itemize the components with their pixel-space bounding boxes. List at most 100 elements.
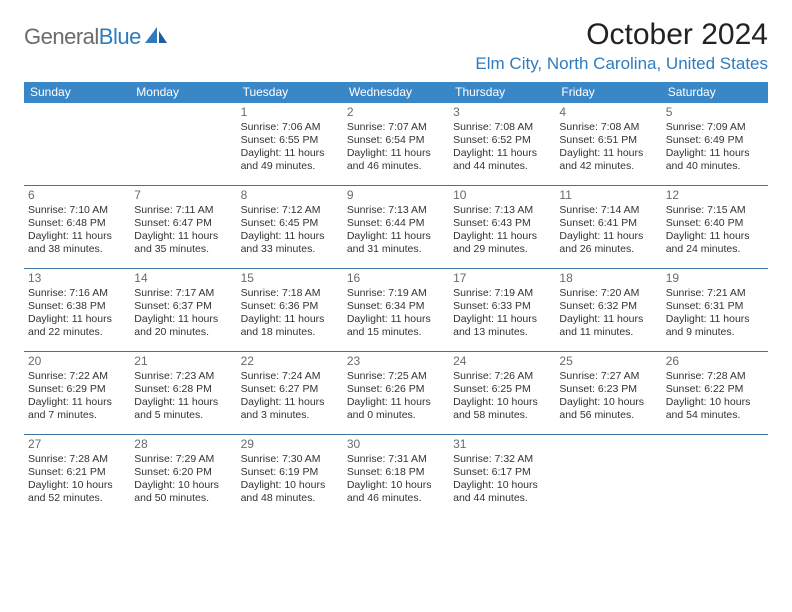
day-detail-line: and 38 minutes. xyxy=(28,243,126,256)
day-detail-line: Daylight: 10 hours xyxy=(453,396,551,409)
day-detail-line: Sunset: 6:40 PM xyxy=(666,217,764,230)
day-detail-line: Daylight: 11 hours xyxy=(559,230,657,243)
day-detail-line: Sunset: 6:37 PM xyxy=(134,300,232,313)
day-number: 24 xyxy=(453,354,551,369)
calendar-day-cell: 2Sunrise: 7:07 AMSunset: 6:54 PMDaylight… xyxy=(343,103,449,185)
day-detail-line: Daylight: 11 hours xyxy=(134,396,232,409)
day-detail-line: and 5 minutes. xyxy=(134,409,232,422)
day-detail-line: and 11 minutes. xyxy=(559,326,657,339)
day-detail-line: Sunset: 6:31 PM xyxy=(666,300,764,313)
day-number: 19 xyxy=(666,271,764,286)
day-detail-line: and 46 minutes. xyxy=(347,160,445,173)
day-detail-line: and 26 minutes. xyxy=(559,243,657,256)
weekday-header: Monday xyxy=(130,82,236,103)
day-detail-line: and 48 minutes. xyxy=(241,492,339,505)
day-detail-line: Sunset: 6:51 PM xyxy=(559,134,657,147)
day-number: 20 xyxy=(28,354,126,369)
day-detail-line: Daylight: 11 hours xyxy=(28,396,126,409)
calendar-day-cell: 30Sunrise: 7:31 AMSunset: 6:18 PMDayligh… xyxy=(343,435,449,517)
calendar: SundayMondayTuesdayWednesdayThursdayFrid… xyxy=(24,82,768,517)
day-detail-line: Sunset: 6:20 PM xyxy=(134,466,232,479)
day-detail-line: Sunset: 6:52 PM xyxy=(453,134,551,147)
day-detail-line: Daylight: 10 hours xyxy=(559,396,657,409)
calendar-day-cell: 19Sunrise: 7:21 AMSunset: 6:31 PMDayligh… xyxy=(662,269,768,351)
day-detail-line: Daylight: 10 hours xyxy=(28,479,126,492)
day-detail-line: Sunrise: 7:21 AM xyxy=(666,287,764,300)
calendar-day-cell: 14Sunrise: 7:17 AMSunset: 6:37 PMDayligh… xyxy=(130,269,236,351)
day-detail-line: and 44 minutes. xyxy=(453,160,551,173)
calendar-day-cell: 11Sunrise: 7:14 AMSunset: 6:41 PMDayligh… xyxy=(555,186,661,268)
day-detail-line: Daylight: 11 hours xyxy=(347,147,445,160)
day-detail-line: and 40 minutes. xyxy=(666,160,764,173)
weekday-header: Sunday xyxy=(24,82,130,103)
day-detail-line: Daylight: 11 hours xyxy=(28,230,126,243)
day-number: 4 xyxy=(559,105,657,120)
day-detail-line: and 42 minutes. xyxy=(559,160,657,173)
day-detail-line: Daylight: 10 hours xyxy=(241,479,339,492)
day-detail-line: Daylight: 10 hours xyxy=(666,396,764,409)
calendar-day-cell: 29Sunrise: 7:30 AMSunset: 6:19 PMDayligh… xyxy=(237,435,343,517)
day-detail-line: Daylight: 10 hours xyxy=(347,479,445,492)
day-number: 31 xyxy=(453,437,551,452)
day-detail-line: and 50 minutes. xyxy=(134,492,232,505)
day-detail-line: Daylight: 11 hours xyxy=(666,313,764,326)
calendar-day-cell: 5Sunrise: 7:09 AMSunset: 6:49 PMDaylight… xyxy=(662,103,768,185)
day-detail-line: Sunrise: 7:07 AM xyxy=(347,121,445,134)
month-title: October 2024 xyxy=(475,18,768,52)
day-detail-line: Sunrise: 7:19 AM xyxy=(453,287,551,300)
day-detail-line: Sunset: 6:26 PM xyxy=(347,383,445,396)
day-detail-line: Sunrise: 7:15 AM xyxy=(666,204,764,217)
calendar-week-row: 1Sunrise: 7:06 AMSunset: 6:55 PMDaylight… xyxy=(24,103,768,186)
day-detail-line: Sunrise: 7:08 AM xyxy=(453,121,551,134)
day-number: 13 xyxy=(28,271,126,286)
day-detail-line: Sunrise: 7:23 AM xyxy=(134,370,232,383)
calendar-day-cell: 12Sunrise: 7:15 AMSunset: 6:40 PMDayligh… xyxy=(662,186,768,268)
day-number: 21 xyxy=(134,354,232,369)
day-detail-line: Sunrise: 7:32 AM xyxy=(453,453,551,466)
day-detail-line: Sunset: 6:38 PM xyxy=(28,300,126,313)
day-number: 30 xyxy=(347,437,445,452)
day-number: 15 xyxy=(241,271,339,286)
weekday-header: Thursday xyxy=(449,82,555,103)
day-detail-line: Sunrise: 7:16 AM xyxy=(28,287,126,300)
brand-part2: Blue xyxy=(99,24,141,49)
day-detail-line: Sunrise: 7:06 AM xyxy=(241,121,339,134)
calendar-day-cell: 16Sunrise: 7:19 AMSunset: 6:34 PMDayligh… xyxy=(343,269,449,351)
day-detail-line: Daylight: 11 hours xyxy=(347,396,445,409)
calendar-day-cell: 3Sunrise: 7:08 AMSunset: 6:52 PMDaylight… xyxy=(449,103,555,185)
day-detail-line: Sunset: 6:44 PM xyxy=(347,217,445,230)
day-number: 23 xyxy=(347,354,445,369)
day-detail-line: Sunset: 6:27 PM xyxy=(241,383,339,396)
day-number: 6 xyxy=(28,188,126,203)
day-detail-line: Daylight: 11 hours xyxy=(241,230,339,243)
weekday-header: Tuesday xyxy=(237,82,343,103)
calendar-day-cell: 25Sunrise: 7:27 AMSunset: 6:23 PMDayligh… xyxy=(555,352,661,434)
calendar-week-row: 20Sunrise: 7:22 AMSunset: 6:29 PMDayligh… xyxy=(24,352,768,435)
day-detail-line: Sunset: 6:45 PM xyxy=(241,217,339,230)
day-detail-line: Sunset: 6:33 PM xyxy=(453,300,551,313)
day-detail-line: Sunset: 6:48 PM xyxy=(28,217,126,230)
day-detail-line: Daylight: 11 hours xyxy=(453,313,551,326)
calendar-day-cell: 10Sunrise: 7:13 AMSunset: 6:43 PMDayligh… xyxy=(449,186,555,268)
day-detail-line: Sunset: 6:18 PM xyxy=(347,466,445,479)
calendar-day-cell: 13Sunrise: 7:16 AMSunset: 6:38 PMDayligh… xyxy=(24,269,130,351)
calendar-day-cell: 27Sunrise: 7:28 AMSunset: 6:21 PMDayligh… xyxy=(24,435,130,517)
day-number: 7 xyxy=(134,188,232,203)
day-number: 27 xyxy=(28,437,126,452)
day-detail-line: and 15 minutes. xyxy=(347,326,445,339)
day-detail-line: Daylight: 11 hours xyxy=(134,313,232,326)
day-detail-line: Sunset: 6:29 PM xyxy=(28,383,126,396)
day-detail-line: and 46 minutes. xyxy=(347,492,445,505)
day-detail-line: Sunset: 6:54 PM xyxy=(347,134,445,147)
day-detail-line: Daylight: 11 hours xyxy=(134,230,232,243)
day-detail-line: Sunrise: 7:31 AM xyxy=(347,453,445,466)
calendar-day-cell: 9Sunrise: 7:13 AMSunset: 6:44 PMDaylight… xyxy=(343,186,449,268)
day-detail-line: Sunrise: 7:14 AM xyxy=(559,204,657,217)
calendar-empty-cell xyxy=(24,103,130,185)
day-detail-line: Daylight: 11 hours xyxy=(453,147,551,160)
day-detail-line: and 24 minutes. xyxy=(666,243,764,256)
day-number: 2 xyxy=(347,105,445,120)
calendar-day-cell: 4Sunrise: 7:08 AMSunset: 6:51 PMDaylight… xyxy=(555,103,661,185)
calendar-week-row: 27Sunrise: 7:28 AMSunset: 6:21 PMDayligh… xyxy=(24,435,768,517)
page-header: GeneralBlue October 2024 Elm City, North… xyxy=(24,18,768,74)
